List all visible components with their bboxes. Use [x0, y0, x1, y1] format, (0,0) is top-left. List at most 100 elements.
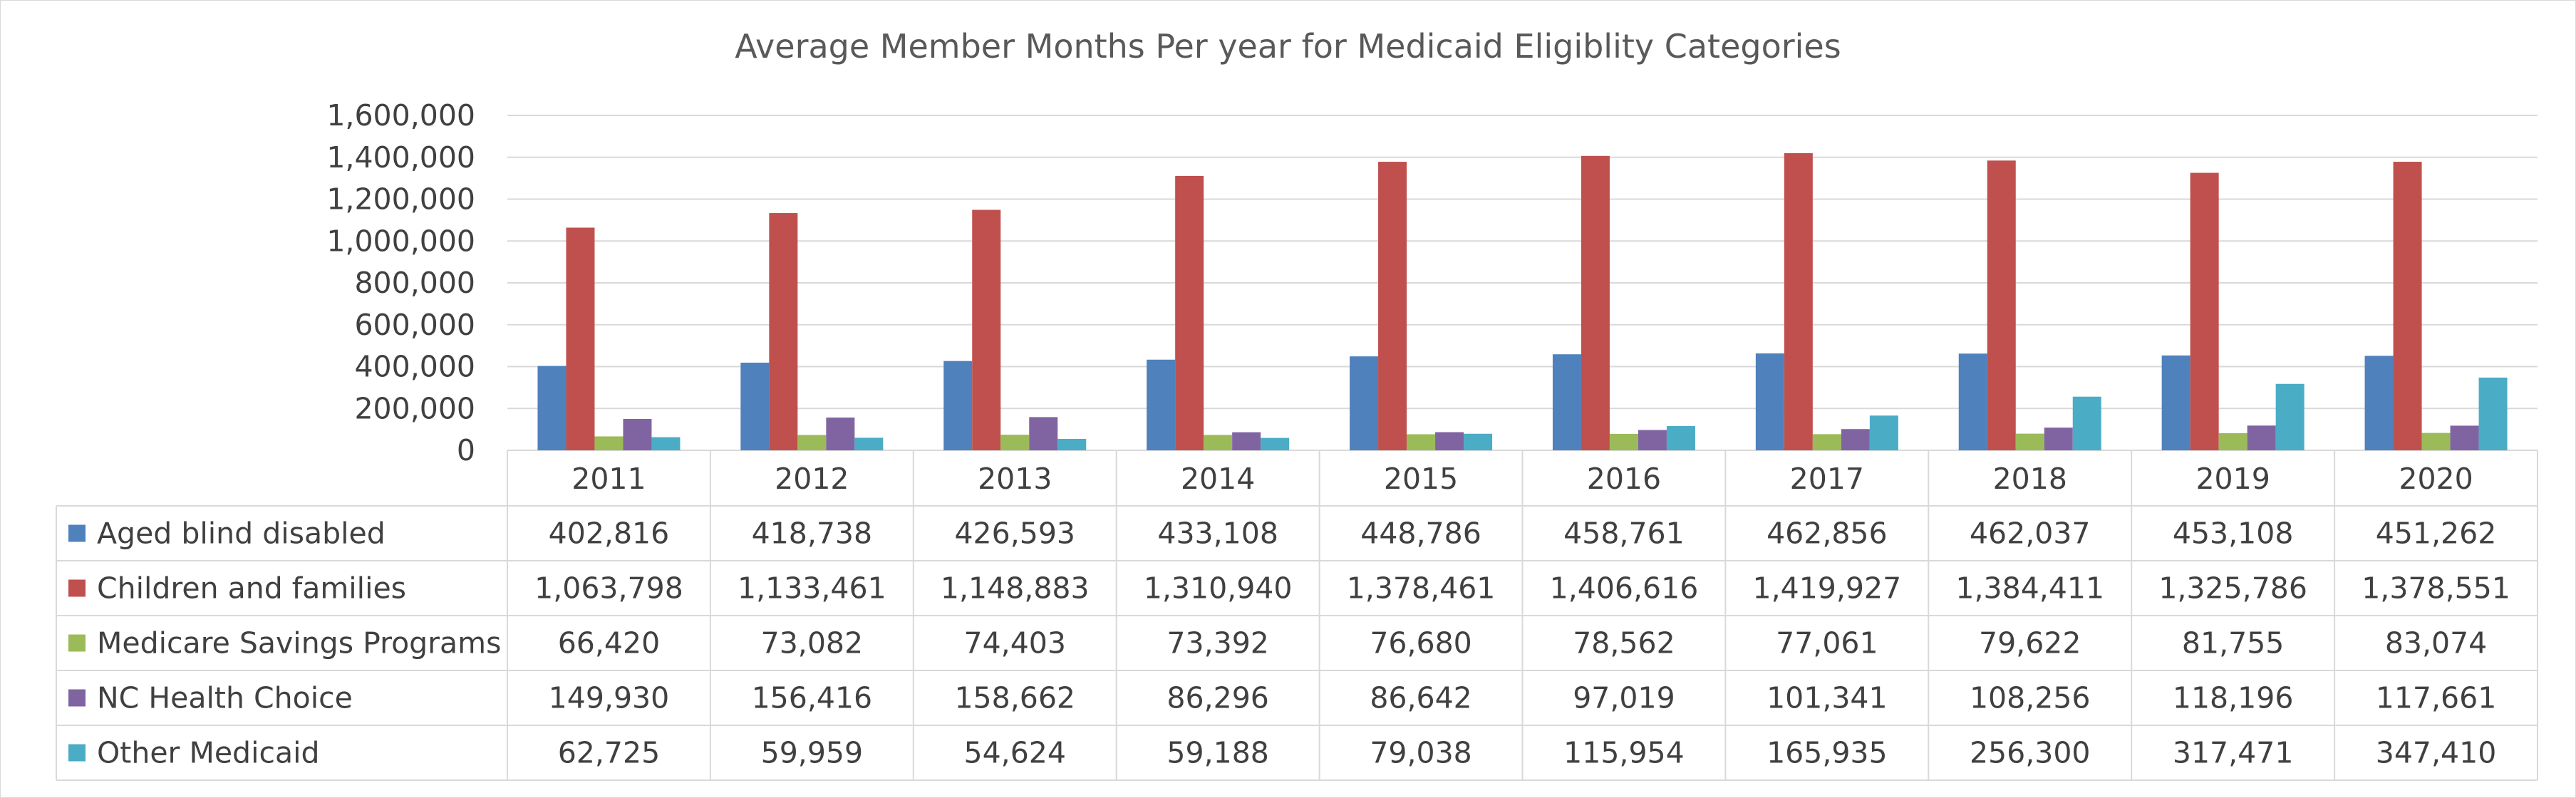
data-label: 149,930: [549, 681, 670, 715]
chart-title: Average Member Months Per year for Medic…: [735, 27, 1841, 66]
data-label: 462,856: [1767, 517, 1888, 551]
data-label: 156,416: [752, 681, 873, 715]
data-label: 108,256: [1970, 681, 2091, 715]
y-tick-label: 1,000,000: [326, 224, 475, 258]
legend-label: Other Medicaid: [97, 736, 320, 770]
bar: [1666, 425, 1695, 450]
y-tick-label: 400,000: [354, 350, 475, 384]
bar: [740, 362, 770, 450]
data-label: 77,061: [1776, 626, 1878, 660]
x-tick-label: 2013: [978, 462, 1052, 496]
data-label: 101,341: [1767, 681, 1888, 715]
bar: [1350, 356, 1379, 450]
bar: [769, 213, 798, 450]
bar: [797, 435, 827, 450]
bar: [854, 437, 884, 450]
x-tick-label: 2017: [1790, 462, 1864, 496]
data-label: 256,300: [1970, 736, 2091, 770]
data-label: 117,661: [2376, 681, 2497, 715]
y-tick-label: 800,000: [354, 266, 475, 300]
data-label: 317,471: [2173, 736, 2294, 770]
data-label: 1,310,940: [1144, 571, 1293, 606]
x-tick-label: 2011: [571, 462, 646, 496]
data-label: 62,725: [558, 736, 660, 770]
x-tick-label: 2015: [1384, 462, 1458, 496]
x-tick-label: 2014: [1181, 462, 1255, 496]
legend-key: [68, 689, 86, 707]
data-label: 1,133,461: [738, 571, 886, 606]
data-label: 78,562: [1573, 626, 1675, 660]
bar: [566, 227, 595, 450]
bar: [2275, 383, 2305, 450]
bar: [1378, 162, 1407, 450]
bar: [1232, 432, 1261, 450]
data-label: 1,378,461: [1347, 571, 1496, 606]
legend-key: [68, 524, 86, 542]
data-label: 66,420: [558, 626, 660, 660]
data-label: 433,108: [1157, 517, 1278, 551]
data-label: 74,403: [964, 626, 1066, 660]
data-label: 1,406,616: [1550, 571, 1699, 606]
bar: [1755, 353, 1784, 450]
data-label: 81,755: [2182, 626, 2284, 660]
y-tick-label: 1,600,000: [326, 98, 475, 133]
data-label: 86,642: [1370, 681, 1471, 715]
bar: [1638, 430, 1667, 450]
data-label: 1,378,551: [2362, 571, 2510, 606]
bar: [1029, 417, 1058, 450]
data-label: 115,954: [1563, 736, 1685, 770]
legend-label: Aged blind disabled: [97, 517, 386, 551]
data-label: 347,410: [2376, 736, 2497, 770]
bar: [1204, 435, 1233, 450]
bar: [1869, 415, 1898, 450]
y-tick-label: 0: [457, 433, 475, 467]
data-label: 418,738: [752, 517, 873, 551]
bar: [826, 418, 855, 450]
data-label: 451,262: [2376, 517, 2497, 551]
bar: [2190, 172, 2219, 451]
legend-key: [68, 744, 86, 762]
data-label: 59,959: [761, 736, 863, 770]
bar: [1552, 354, 1581, 450]
data-label: 158,662: [954, 681, 1075, 715]
bar: [1784, 152, 1813, 451]
bar: [2044, 428, 2073, 450]
data-label: 73,392: [1167, 626, 1268, 660]
data-label: 402,816: [549, 517, 670, 551]
data-label: 73,082: [761, 626, 863, 660]
legend-key: [68, 634, 86, 652]
data-label: 458,761: [1563, 517, 1685, 551]
data-label: 1,063,798: [534, 571, 683, 606]
bar: [2161, 355, 2190, 450]
data-label: 118,196: [2173, 681, 2294, 715]
legend-key: [68, 579, 86, 597]
data-label: 453,108: [2173, 517, 2294, 551]
data-label: 97,019: [1573, 681, 1675, 715]
bar: [594, 436, 624, 450]
y-tick-label: 1,400,000: [326, 140, 475, 175]
bar: [1057, 438, 1087, 450]
data-label: 59,188: [1167, 736, 1268, 770]
bar: [1958, 353, 1987, 450]
data-label: 1,325,786: [2158, 571, 2307, 606]
y-tick-label: 200,000: [354, 391, 475, 425]
data-label: 448,786: [1360, 517, 1481, 551]
bar: [1841, 429, 1870, 450]
x-tick-label: 2020: [2399, 462, 2473, 496]
bar: [2421, 432, 2451, 450]
data-label: 1,148,883: [941, 571, 1090, 606]
bar: [2478, 377, 2508, 450]
data-label: 54,624: [964, 736, 1066, 770]
bar: [2450, 425, 2479, 450]
data-label: 79,622: [1979, 626, 2081, 660]
data-label: 79,038: [1370, 736, 1471, 770]
bar: [2072, 396, 2101, 450]
data-label: 83,074: [2385, 626, 2487, 660]
bar: [972, 209, 1001, 450]
bar: [1581, 155, 1610, 450]
x-tick-label: 2018: [1993, 462, 2067, 496]
bar: [1987, 160, 2016, 450]
bar: [623, 418, 652, 450]
bar: [1261, 437, 1290, 450]
bar: [1435, 432, 1464, 450]
